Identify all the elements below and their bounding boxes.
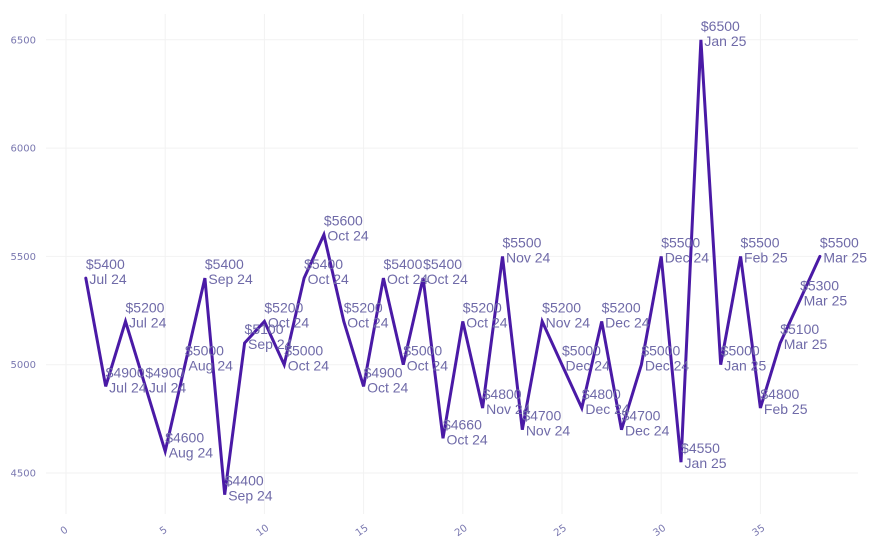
data-label-value: $5400 xyxy=(423,256,462,272)
data-label-date: Feb 25 xyxy=(764,401,808,417)
data-label-value: $5500 xyxy=(661,234,700,250)
data-label-date: Sep 24 xyxy=(228,488,273,504)
grid xyxy=(46,14,858,514)
axis-ticks: 0 5 10 15 20 25 30 35 4500 5000 5500 6000 6500 xyxy=(11,35,768,539)
data-label-value: $5500 xyxy=(502,234,541,250)
x-tick-label: 0 xyxy=(59,525,71,538)
data-label-date: Nov 24 xyxy=(526,423,571,439)
data-label-date: Dec 24 xyxy=(625,423,670,439)
data-label-value: $5400 xyxy=(383,256,422,272)
series-line xyxy=(84,39,822,495)
x-tick-label: 25 xyxy=(552,523,569,539)
data-label-date: Oct 24 xyxy=(347,314,388,330)
data-label-date: Mar 25 xyxy=(784,336,828,352)
data-label-date: Jul 24 xyxy=(109,379,147,395)
data-label-date: Aug 24 xyxy=(189,358,234,374)
data-label-date: Oct 24 xyxy=(407,358,448,374)
data-label-value: $4900 xyxy=(145,364,184,380)
data-label-date: Aug 24 xyxy=(169,444,214,460)
data-label-value: $5500 xyxy=(820,234,859,250)
data-label-value: $5400 xyxy=(205,256,244,272)
data-label-date: Jul 24 xyxy=(129,314,167,330)
x-tick-label: 35 xyxy=(751,523,768,539)
data-label-value: $5000 xyxy=(721,343,760,359)
data-label-value: $5100 xyxy=(245,321,284,337)
data-label-date: Nov 24 xyxy=(506,249,551,265)
data-label-date: Dec 24 xyxy=(665,249,710,265)
data-label-value: $4900 xyxy=(364,364,403,380)
data-label-value: $4660 xyxy=(443,416,482,432)
data-label-value: $4400 xyxy=(225,473,264,489)
data-label-date: Dec 24 xyxy=(605,314,650,330)
data-label-value: $4800 xyxy=(582,386,621,402)
data-label-value: $5200 xyxy=(463,299,502,315)
data-label-value: $6500 xyxy=(701,18,740,34)
data-label-value: $4700 xyxy=(622,408,661,424)
data-label-value: $4900 xyxy=(106,364,145,380)
data-label-value: $5200 xyxy=(264,299,303,315)
series-line-layer xyxy=(84,39,822,495)
data-label-date: Sep 24 xyxy=(248,336,293,352)
data-label-value: $5000 xyxy=(185,343,224,359)
data-label-value: $5000 xyxy=(641,343,680,359)
data-label-value: $5300 xyxy=(800,278,839,294)
data-label-date: Sep 24 xyxy=(208,271,253,287)
x-tick-label: 30 xyxy=(651,523,668,539)
data-label-date: Oct 24 xyxy=(288,358,329,374)
data-label-value: $5200 xyxy=(344,299,383,315)
data-label-value: $5000 xyxy=(284,343,323,359)
data-label-value: $5200 xyxy=(602,299,641,315)
data-label-date: Nov 24 xyxy=(546,314,591,330)
data-label-value: $5400 xyxy=(304,256,343,272)
data-label-value: $5200 xyxy=(126,299,165,315)
data-label-value: $5400 xyxy=(86,256,125,272)
data-label-date: Nov 24 xyxy=(486,401,531,417)
x-tick-label: 5 xyxy=(158,525,170,538)
y-tick-label: 4500 xyxy=(11,469,36,480)
data-label-value: $4600 xyxy=(165,429,204,445)
data-label-date: Oct 24 xyxy=(466,314,507,330)
data-label-date: Oct 24 xyxy=(427,271,468,287)
data-label-date: Jul 24 xyxy=(149,379,187,395)
x-tick-label: 15 xyxy=(354,523,371,539)
x-tick-label: 20 xyxy=(453,523,470,539)
y-tick-label: 6000 xyxy=(11,144,36,155)
y-tick-label: 5000 xyxy=(11,360,36,371)
data-label-date: Oct 24 xyxy=(268,314,309,330)
data-label-date: Dec 24 xyxy=(566,358,611,374)
data-label-value: $5000 xyxy=(562,343,601,359)
data-label-value: $5600 xyxy=(324,213,363,229)
data-label-date: Jul 24 xyxy=(89,271,127,287)
data-label-date: Oct 24 xyxy=(446,431,487,447)
data-label-date: Jan 25 xyxy=(724,358,766,374)
data-label-value: $5000 xyxy=(403,343,442,359)
data-label-date: Dec 24 xyxy=(585,401,630,417)
data-label-date: Oct 24 xyxy=(308,271,349,287)
data-label-value: $4800 xyxy=(760,386,799,402)
data-label-date: Jan 25 xyxy=(704,33,746,49)
data-label-value: $4550 xyxy=(681,440,720,456)
data-label-date: Oct 24 xyxy=(327,228,368,244)
x-tick-label: 10 xyxy=(255,523,272,539)
data-label-date: Oct 24 xyxy=(387,271,428,287)
data-label-date: Jan 25 xyxy=(685,455,727,471)
y-tick-label: 6500 xyxy=(11,35,36,46)
data-label-value: $4800 xyxy=(483,386,522,402)
y-tick-label: 5500 xyxy=(11,252,36,263)
data-label-value: $5200 xyxy=(542,299,581,315)
data-label-value: $5100 xyxy=(780,321,819,337)
data-label-date: Dec 24 xyxy=(645,358,690,374)
data-label-value: $5500 xyxy=(741,234,780,250)
data-label-date: Feb 25 xyxy=(744,249,788,265)
data-label-date: Mar 25 xyxy=(804,293,848,309)
data-label-value: $4700 xyxy=(522,408,561,424)
data-label-date: Oct 24 xyxy=(367,379,408,395)
data-label-date: Mar 25 xyxy=(823,249,867,265)
